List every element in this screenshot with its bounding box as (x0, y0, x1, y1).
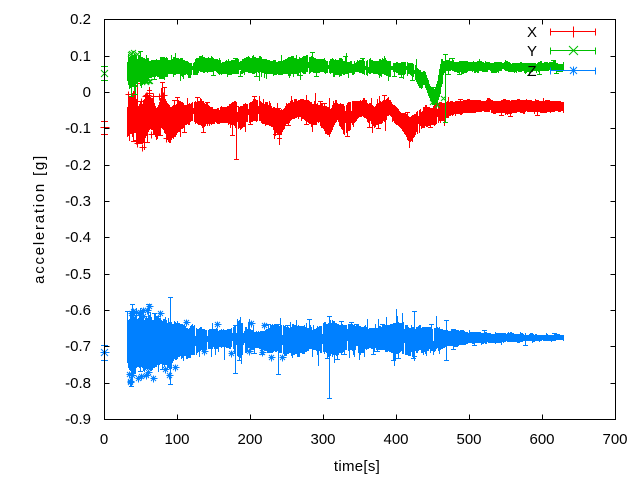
svg-text:700: 700 (602, 431, 627, 448)
svg-text:X: X (527, 24, 537, 41)
svg-text:-0.1: -0.1 (65, 120, 91, 137)
svg-text:0.2: 0.2 (70, 11, 91, 28)
svg-text:200: 200 (237, 431, 262, 448)
svg-text:500: 500 (456, 431, 481, 448)
svg-text:300: 300 (310, 431, 335, 448)
svg-text:acceleration [g]: acceleration [g] (31, 154, 48, 284)
svg-text:0: 0 (100, 431, 108, 448)
svg-text:Z: Z (527, 63, 536, 80)
svg-text:-0.9: -0.9 (65, 411, 91, 428)
svg-text:-0.3: -0.3 (65, 193, 91, 210)
svg-text:400: 400 (383, 431, 408, 448)
svg-text:600: 600 (529, 431, 554, 448)
svg-text:100: 100 (164, 431, 189, 448)
svg-text:-0.7: -0.7 (65, 338, 91, 355)
svg-text:time[s]: time[s] (334, 458, 380, 475)
svg-text:-0.8: -0.8 (65, 375, 91, 392)
svg-text:-0.2: -0.2 (65, 157, 91, 174)
svg-text:-0.5: -0.5 (65, 266, 91, 283)
svg-text:-0.6: -0.6 (65, 302, 91, 319)
svg-text:0: 0 (83, 84, 91, 101)
svg-text:0.1: 0.1 (70, 48, 91, 65)
svg-text:Y: Y (527, 43, 537, 60)
svg-text:-0.4: -0.4 (65, 229, 91, 246)
